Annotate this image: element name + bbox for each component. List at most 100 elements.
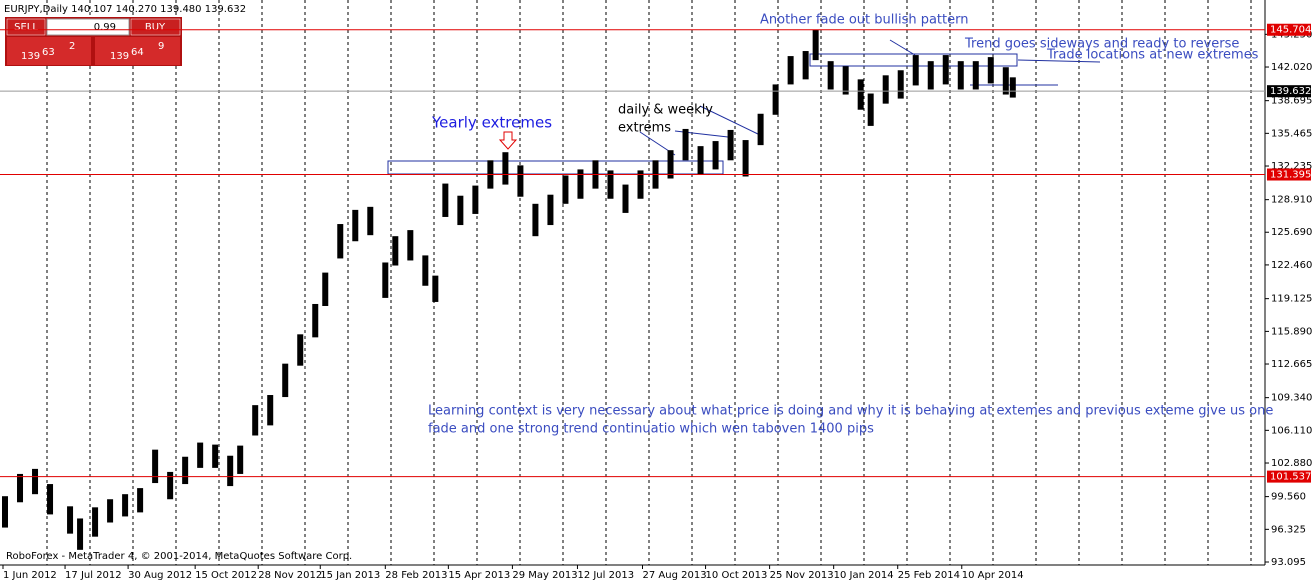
- price-bar: [772, 84, 779, 115]
- price-bar: [1009, 77, 1016, 98]
- price-bar: [682, 128, 689, 161]
- price-bar: [32, 468, 39, 495]
- price-bar: [757, 113, 764, 146]
- sell-price-big: 139: [21, 51, 40, 62]
- price-bar: [607, 170, 614, 199]
- x-tick-label: 1 Jun 2012: [3, 570, 57, 581]
- price-bar: [92, 507, 99, 537]
- price-bar: [622, 184, 629, 213]
- y-tick-label: 106.110: [1271, 425, 1312, 436]
- grid: [46, 0, 1252, 565]
- y-tick-label: 93.095: [1271, 557, 1306, 568]
- y-tick-label: 135.465: [1271, 128, 1312, 139]
- price-bar: [282, 363, 289, 398]
- price-level-label: 139.632: [1270, 86, 1311, 97]
- price-bar: [442, 183, 449, 217]
- buy-price-pips: 64: [131, 47, 144, 58]
- price-bar: [897, 70, 904, 99]
- price-bar: [712, 141, 719, 170]
- price-bar: [17, 473, 24, 503]
- annotation: Yearly extremes: [431, 114, 552, 132]
- price-bar: [197, 442, 204, 468]
- price-bar: [107, 499, 114, 523]
- price-bar: [727, 129, 734, 161]
- price-bar: [637, 170, 644, 199]
- y-tick-label: 112.665: [1271, 359, 1312, 370]
- price-level-label: 131.395: [1270, 170, 1311, 181]
- price-bar: [152, 449, 159, 484]
- price-bar: [2, 496, 9, 528]
- price-bar: [987, 57, 994, 84]
- sell-button[interactable]: [6, 18, 46, 36]
- price-bar: [532, 203, 539, 237]
- price-bar: [407, 230, 414, 261]
- price-bar: [787, 56, 794, 85]
- price-bar: [667, 150, 674, 179]
- price-bar: [912, 55, 919, 86]
- price-bar: [47, 484, 54, 515]
- footer: RoboForex - MetaTrader 4, © 2001-2014, M…: [6, 551, 352, 562]
- price-bar: [812, 29, 819, 61]
- price-bar: [367, 206, 374, 236]
- x-tick-label: 10 Apr 2014: [962, 570, 1024, 581]
- price-bar: [227, 455, 234, 487]
- price-bar: [252, 405, 259, 436]
- x-tick-label: 30 Aug 2012: [128, 570, 192, 581]
- y-tick-label: 99.560: [1271, 492, 1306, 503]
- price-bar: [422, 255, 429, 286]
- price-bar: [942, 55, 949, 85]
- x-tick-label: 17 Jul 2012: [65, 570, 122, 581]
- price-bar: [697, 146, 704, 175]
- annotation: daily & weekly: [618, 103, 713, 118]
- price-level-box: [1267, 168, 1311, 181]
- price-bar: [742, 140, 749, 177]
- x-tick-label: 15 Oct 2012: [195, 570, 257, 581]
- annotation: Learning context is very necessary about…: [428, 404, 1273, 419]
- y-tick-label: 132.235: [1271, 161, 1312, 172]
- price-bar: [297, 334, 304, 366]
- price-bar: [137, 488, 144, 513]
- price-bar: [182, 456, 189, 485]
- price-bar: [547, 194, 554, 226]
- chart-header: EURJPY,Daily 140.107 140.270 139.480 139…: [4, 4, 246, 15]
- y-tick-label: 122.460: [1271, 260, 1312, 271]
- price-bar: [67, 506, 74, 534]
- x-tick-label: 28 Nov 2012: [258, 570, 322, 581]
- price-bar: [957, 61, 964, 90]
- x-tick-label: 10 Jan 2014: [834, 570, 894, 581]
- price-bar: [237, 445, 244, 474]
- x-tick-label: 29 May 2013: [512, 570, 577, 581]
- price-bar: [472, 185, 479, 214]
- x-tick-label: 10 Oct 2013: [706, 570, 768, 581]
- annotation: Another fade out bullish pattern: [760, 13, 968, 28]
- lot-input[interactable]: [46, 18, 130, 36]
- x-tick-label: 12 Jul 2013: [577, 570, 634, 581]
- trend-line: [699, 105, 761, 136]
- y-tick-label: 128.910: [1271, 195, 1312, 206]
- price-bar: [867, 93, 874, 126]
- buy-label: BUY: [145, 22, 166, 33]
- sell-label: SELL: [14, 22, 38, 33]
- trend-line: [1017, 59, 1101, 63]
- buy-price-box[interactable]: [95, 37, 180, 65]
- price-bar: [857, 79, 864, 110]
- price-bar: [842, 66, 849, 95]
- x-tick-label: 15 Jan 2013: [320, 570, 380, 581]
- y-tick-label: 115.890: [1271, 326, 1312, 337]
- price-level-box: [1267, 23, 1311, 36]
- y-tick-label: 142.020: [1271, 62, 1312, 73]
- annotation: Trend goes sideways and ready to reverse: [964, 37, 1239, 52]
- sell-price-box[interactable]: [7, 37, 91, 65]
- price-bar: [322, 272, 329, 306]
- price-bar: [337, 224, 344, 259]
- x-tick-label: 28 Feb 2013: [385, 570, 447, 581]
- price-bar: [167, 471, 174, 500]
- price-bar: [827, 61, 834, 90]
- x-tick-label: 25 Feb 2014: [898, 570, 960, 581]
- range-box: [387, 160, 724, 175]
- price-bar: [517, 165, 524, 197]
- buy-button[interactable]: [130, 18, 181, 36]
- annotation: extrems: [618, 121, 671, 136]
- y-tick-label: 125.690: [1271, 227, 1312, 238]
- annotation: fade and one strong trend continuatio wh…: [428, 422, 874, 437]
